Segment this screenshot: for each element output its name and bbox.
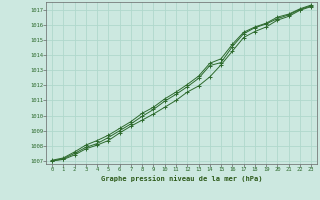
X-axis label: Graphe pression niveau de la mer (hPa): Graphe pression niveau de la mer (hPa)	[101, 175, 262, 182]
